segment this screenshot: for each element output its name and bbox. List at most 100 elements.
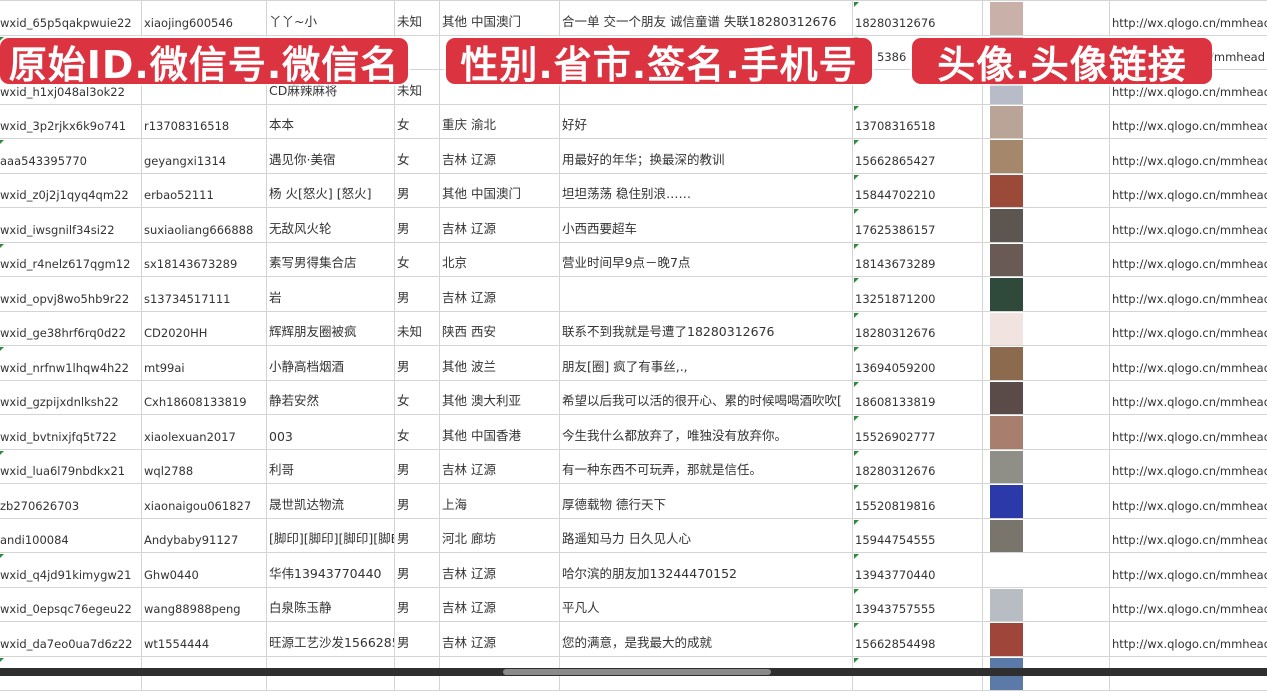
signature-cell[interactable]: 您的满意，是我最大的成就 [560, 622, 853, 656]
avatar-cell[interactable] [983, 484, 1110, 518]
wechat-id-cell[interactable]: wt1554444 [142, 622, 267, 656]
avatar-url-cell[interactable]: http://wx.qlogo.cn/mmhead [1110, 277, 1267, 311]
phone-cell[interactable]: 18608133819 [853, 381, 983, 415]
gender-cell[interactable]: 男 [395, 622, 440, 656]
avatar-url-cell[interactable]: http://wx.qlogo.cn/mmhead [1110, 450, 1267, 484]
wechat-id-cell[interactable]: Ghw0440 [142, 553, 267, 587]
phone-cell[interactable]: 13943770440 [853, 553, 983, 587]
signature-cell[interactable]: 路遥知马力 日久见人心 [560, 519, 853, 553]
wechat-name-cell[interactable]: 辉辉朋友圈被疯 [267, 312, 395, 346]
original-id-cell[interactable]: wxid_q4jd91kimygw21 [0, 553, 142, 587]
wechat-id-cell[interactable]: sx18143673289 [142, 243, 267, 277]
wechat-name-cell[interactable]: 岩 [267, 277, 395, 311]
original-id-cell[interactable]: wxid_r4nelz617qgm12 [0, 243, 142, 277]
original-id-cell[interactable]: andi100084 [0, 519, 142, 553]
region-cell[interactable]: 陕西 西安 [440, 312, 560, 346]
region-cell[interactable]: 吉林 辽源 [440, 139, 560, 173]
region-cell[interactable]: 吉林 辽源 [440, 208, 560, 242]
avatar-cell[interactable] [983, 312, 1110, 346]
wechat-name-cell[interactable]: 杨 火[怒火] [怒火] [267, 174, 395, 208]
original-id-cell[interactable]: wxid_ge38hrf6rq0d22 [0, 312, 142, 346]
wechat-name-cell[interactable]: 素写男得集合店 [267, 243, 395, 277]
avatar-url-cell[interactable]: http://wx.qlogo.cn/mmhead [1110, 622, 1267, 656]
gender-cell[interactable]: 女 [395, 105, 440, 139]
wechat-name-cell[interactable]: 遇见你·美宿 [267, 139, 395, 173]
wechat-id-cell[interactable]: Andybaby91127 [142, 519, 267, 553]
signature-cell[interactable]: 小西西要超车 [560, 208, 853, 242]
signature-cell[interactable]: 朋友[圈] 疯了有事丝,., [560, 346, 853, 380]
phone-cell[interactable]: 15526902777 [853, 415, 983, 449]
wechat-id-cell[interactable]: wang88988peng [142, 588, 267, 622]
phone-cell[interactable]: 13708316518 [853, 105, 983, 139]
original-id-cell[interactable]: wxid_gzpijxdnlksh22 [0, 381, 142, 415]
gender-cell[interactable]: 男 [395, 553, 440, 587]
avatar-url-cell[interactable]: http://wx.qlogo.cn/mmhead [1110, 1, 1267, 35]
region-cell[interactable]: 吉林 辽源 [440, 553, 560, 587]
wechat-name-cell[interactable]: 静若安然 [267, 381, 395, 415]
wechat-id-cell[interactable]: erbao52111 [142, 174, 267, 208]
signature-cell[interactable]: 有一种东西不可玩弄，那就是信任。 [560, 450, 853, 484]
gender-cell[interactable]: 男 [395, 174, 440, 208]
original-id-cell[interactable]: wxid_0epsqc76egeu22 [0, 588, 142, 622]
signature-cell[interactable]: 好好 [560, 105, 853, 139]
region-cell[interactable]: 其他 澳大利亚 [440, 381, 560, 415]
avatar-url-cell[interactable]: http://wx.qlogo.cn/mmhead [1110, 381, 1267, 415]
wechat-name-cell[interactable]: 华伟13943770440 [267, 553, 395, 587]
wechat-name-cell[interactable]: 无敌风火轮 [267, 208, 395, 242]
gender-cell[interactable]: 男 [395, 346, 440, 380]
wechat-id-cell[interactable]: xiaonaigou061827 [142, 484, 267, 518]
gender-cell[interactable]: 男 [395, 588, 440, 622]
region-cell[interactable]: 上海 [440, 484, 560, 518]
wechat-id-cell[interactable]: mt99ai [142, 346, 267, 380]
phone-cell[interactable]: 13943757555 [853, 588, 983, 622]
phone-cell[interactable]: 13694059200 [853, 346, 983, 380]
gender-cell[interactable]: 男 [395, 450, 440, 484]
signature-cell[interactable]: 希望以后我可以活的很开心、累的时候喝喝酒吹吹[ [560, 381, 853, 415]
avatar-cell[interactable] [983, 346, 1110, 380]
wechat-name-cell[interactable]: 丫丫~小 [267, 1, 395, 35]
region-cell[interactable]: 其他 中国澳门 [440, 174, 560, 208]
phone-cell[interactable]: 17625386157 [853, 208, 983, 242]
region-cell[interactable]: 北京 [440, 243, 560, 277]
original-id-cell[interactable]: wxid_bvtnixjfq5t722 [0, 415, 142, 449]
original-id-cell[interactable]: wxid_nrfnw1lhqw4h22 [0, 346, 142, 380]
phone-cell[interactable]: 18280312676 [853, 312, 983, 346]
avatar-cell[interactable] [983, 105, 1110, 139]
original-id-cell[interactable]: aaa543395770 [0, 139, 142, 173]
region-cell[interactable]: 吉林 辽源 [440, 588, 560, 622]
wechat-name-cell[interactable]: [脚印][脚印][脚印][脚E [267, 519, 395, 553]
avatar-cell[interactable] [983, 415, 1110, 449]
gender-cell[interactable]: 女 [395, 139, 440, 173]
avatar-url-cell[interactable]: http://wx.qlogo.cn/mmhead [1110, 105, 1267, 139]
region-cell[interactable]: 其他 波兰 [440, 346, 560, 380]
signature-cell[interactable]: 平凡人 [560, 588, 853, 622]
avatar-url-cell[interactable]: http://wx.qlogo.cn/mmhead [1110, 484, 1267, 518]
phone-cell[interactable]: 18143673289 [853, 243, 983, 277]
gender-cell[interactable]: 男 [395, 519, 440, 553]
wechat-id-cell[interactable]: suxiaoliang666888 [142, 208, 267, 242]
avatar-cell[interactable] [983, 450, 1110, 484]
signature-cell[interactable] [560, 277, 853, 311]
phone-cell[interactable]: 15520819816 [853, 484, 983, 518]
wechat-id-cell[interactable]: r13708316518 [142, 105, 267, 139]
avatar-url-cell[interactable]: http://wx.qlogo.cn/mmhead [1110, 312, 1267, 346]
region-cell[interactable]: 其他 中国澳门 [440, 1, 560, 35]
wechat-name-cell[interactable]: 本本 [267, 105, 395, 139]
wechat-id-cell[interactable]: CD2020HH [142, 312, 267, 346]
gender-cell[interactable]: 男 [395, 484, 440, 518]
gender-cell[interactable]: 女 [395, 415, 440, 449]
avatar-cell[interactable] [983, 553, 1110, 587]
signature-cell[interactable]: 坦坦荡荡 稳住别浪…… [560, 174, 853, 208]
avatar-cell[interactable] [983, 208, 1110, 242]
phone-cell[interactable]: 15662854498 [853, 622, 983, 656]
horizontal-scrollbar[interactable] [503, 669, 771, 675]
region-cell[interactable]: 重庆 渝北 [440, 105, 560, 139]
gender-cell[interactable]: 男 [395, 208, 440, 242]
wechat-id-cell[interactable]: wql2788 [142, 450, 267, 484]
avatar-cell[interactable] [983, 519, 1110, 553]
avatar-url-cell[interactable]: http://wx.qlogo.cn/mmhead [1110, 415, 1267, 449]
avatar-cell[interactable] [983, 139, 1110, 173]
phone-cell[interactable]: 15844702210 [853, 174, 983, 208]
signature-cell[interactable]: 今生我什么都放弃了，唯独没有放弃你。 [560, 415, 853, 449]
wechat-id-cell[interactable]: xiaolexuan2017 [142, 415, 267, 449]
